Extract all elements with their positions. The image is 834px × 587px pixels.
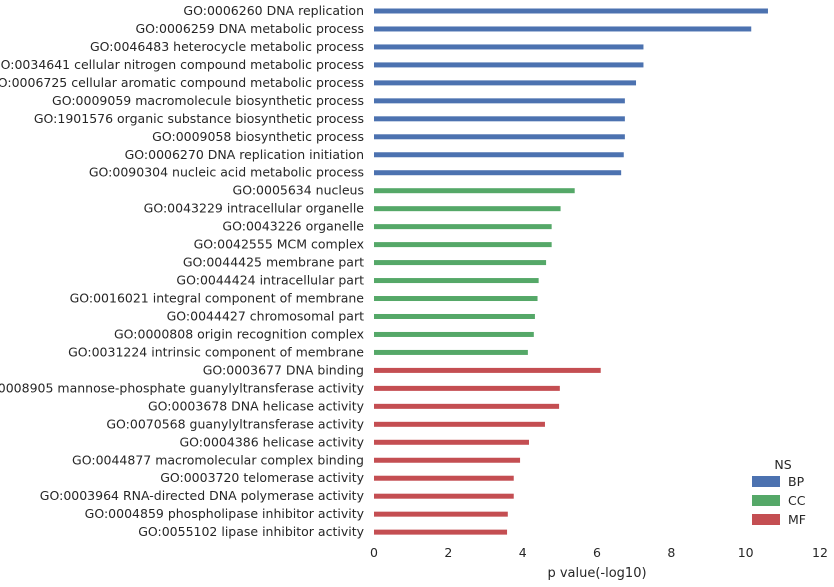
category-label: GO:0000808 origin recognition complex [114,326,364,341]
bar-mf [374,493,514,499]
bar-mf [374,529,508,535]
x-tick-labels-group: 0 2 4 6 8 10 12 [370,545,828,560]
bar-mf [374,385,560,391]
legend-swatch-bp [752,476,780,487]
legend-title: NS [774,457,791,472]
category-label: GO:0034641 cellular nitrogen compound me… [0,57,364,72]
bar-cc [374,296,538,302]
category-label: GO:0006725 cellular aromatic compound me… [0,75,364,90]
bar-cc [374,313,535,319]
x-tick-label: 8 [667,545,675,560]
x-axis-label: p value(-log10) [547,566,646,581]
bar-bp [374,44,644,50]
category-label: GO:0003964 RNA-directed DNA polymerase a… [40,488,365,503]
bar-cc [374,331,534,337]
category-label: GO:0055102 lipase inhibitor activity [138,524,364,539]
x-tick-label: 6 [593,545,601,560]
bars-group [374,8,768,535]
category-label: GO:0004859 phospholipase inhibitor activ… [85,506,365,521]
category-label: GO:0005634 nucleus [233,183,364,198]
bar-bp [374,98,625,104]
category-label: GO:0090304 nucleic acid metabolic proces… [89,165,364,180]
category-labels-group: GO:0006260 DNA replication GO:0006259 DNA… [0,3,365,539]
bar-bp [374,8,768,14]
x-tick-label: 2 [444,545,452,560]
bar-bp [374,152,624,158]
bar-cc [374,278,539,284]
category-label: GO:0016021 integral component of membran… [70,291,365,306]
category-label: GO:0003677 DNA binding [203,362,364,377]
bar-cc [374,242,552,248]
category-label: GO:0044427 chromosomal part [167,308,364,323]
bar-cc [374,206,561,212]
category-label: GO:0046483 heterocycle metabolic process [90,39,364,54]
x-tick-label: 4 [519,545,527,560]
bar-mf [374,511,508,517]
legend: NS BP CC MF [752,457,806,527]
bar-bp [374,170,622,176]
category-label: GO:0044424 intracellular part [176,273,364,288]
category-label: GO:0006259 DNA metabolic process [136,21,365,36]
legend-label-cc: CC [788,493,806,508]
category-label: GO:0043226 organelle [222,219,364,234]
legend-label-mf: MF [788,512,806,527]
category-label: GO:0006270 DNA replication initiation [125,147,364,162]
category-label: GO:0009059 macromolecule biosynthetic pr… [52,93,364,108]
x-tick-label: 12 [812,545,828,560]
bar-mf [374,403,560,409]
category-label: GO:0042555 MCM complex [194,237,364,252]
category-label: GO:1901576 organic substance biosyntheti… [34,111,364,126]
x-tick-label: 10 [738,545,754,560]
bar-cc [374,224,552,230]
category-label: GO:0044425 membrane part [183,255,364,270]
x-tick-label: 0 [370,545,378,560]
bar-bp [374,80,637,86]
category-label: GO:0031224 intrinsic component of membra… [68,344,364,359]
bar-mf [374,439,529,445]
bar-mf [374,367,601,373]
category-label: GO:0006260 DNA replication [183,3,364,18]
category-label: GO:0043229 intracellular organelle [144,201,365,216]
category-label: GO:0009058 biosynthetic process [152,129,364,144]
bar-cc [374,349,528,355]
category-label: GO:0008905 mannose-phosphate guanylyltra… [0,380,365,395]
bar-bp [374,26,752,32]
bar-mf [374,421,545,427]
category-label: GO:0004386 helicase activity [179,434,364,449]
category-label: GO:0070568 guanylyltransferase activity [106,416,364,431]
legend-swatch-cc [752,495,780,506]
bar-bp [374,116,625,122]
bar-cc [374,260,547,266]
legend-items: BP CC MF [752,474,806,527]
bar-mf [374,457,521,463]
bar-bp [374,62,644,68]
legend-swatch-mf [752,514,780,525]
category-label: GO:0003678 DNA helicase activity [148,398,365,413]
bar-cc [374,188,575,194]
legend-label-bp: BP [788,474,805,489]
bar-bp [374,134,625,140]
category-label: GO:0044877 macromolecular complex bindin… [72,452,364,467]
bar-mf [374,475,514,481]
category-label: GO:0003720 telomerase activity [160,470,364,485]
